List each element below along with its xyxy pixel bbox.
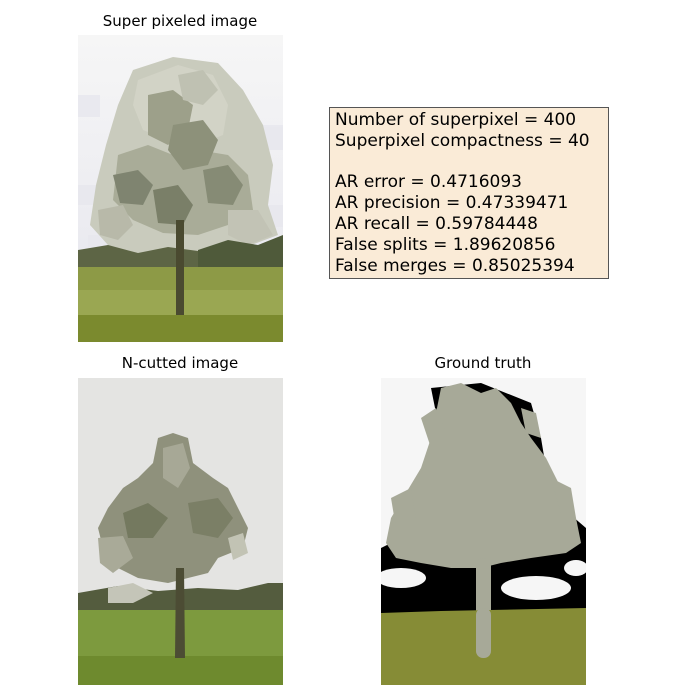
ncut-image-title: N-cutted image [121,354,239,372]
metrics-info-box: Number of superpixel = 400 Superpixel co… [329,107,609,279]
false-splits-text: False splits = 1.89620856 [335,234,556,255]
compactness-text: Superpixel compactness = 40 [335,130,590,151]
false-merges-text: False merges = 0.85025394 [335,255,575,276]
ar-precision-text: AR precision = 0.47339471 [335,193,569,214]
superpixel-image [78,35,283,342]
ground-truth-title: Ground truth [434,354,532,372]
ar-error-text: AR error = 0.4716093 [335,172,522,193]
ar-recall-text: AR recall = 0.59784448 [335,213,538,234]
ncut-image [78,378,283,685]
spacer [335,152,603,173]
num-superpixel-text: Number of superpixel = 400 [335,110,577,130]
ground-truth-image [381,378,586,685]
superpixel-image-title: Super pixeled image [102,12,258,30]
